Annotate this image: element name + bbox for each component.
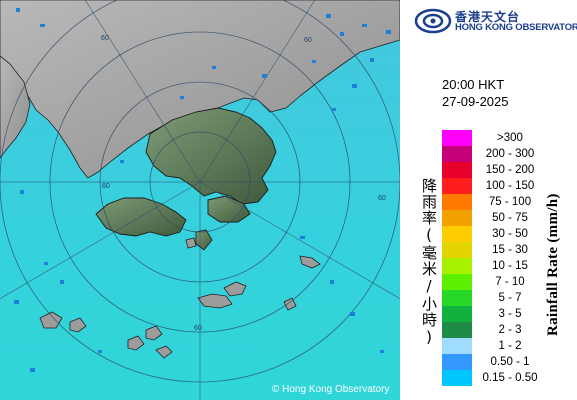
legend-band-label: 100 - 150 xyxy=(485,180,535,192)
legend-title-zh: 降雨率(毫米/小時) xyxy=(420,178,438,347)
org-name-zh: 香港天文台 xyxy=(455,10,521,24)
observation-date: 27-09-2025 xyxy=(442,94,509,109)
hong-kong-landmass xyxy=(145,107,277,205)
legend-band-label: 50 - 75 xyxy=(492,212,528,224)
legend-band-label: 3 - 5 xyxy=(498,308,522,320)
radar-map: 60 60 60 60 60 xyxy=(0,0,400,400)
range-label: 60 xyxy=(378,195,386,202)
legend-swatch xyxy=(442,322,472,338)
island xyxy=(185,237,197,249)
legend-swatch xyxy=(442,130,472,146)
island xyxy=(145,325,163,341)
legend-swatches xyxy=(442,130,472,386)
island xyxy=(69,317,87,333)
legend-swatch xyxy=(442,162,472,178)
island xyxy=(299,255,321,269)
legend-band-label: 1 - 2 xyxy=(498,340,522,352)
legend-band-label: 7 - 10 xyxy=(495,276,525,288)
range-label: 60 xyxy=(102,183,110,190)
legend-swatch xyxy=(442,258,472,274)
legend-swatch xyxy=(442,354,472,370)
island xyxy=(127,335,145,351)
range-spokes xyxy=(0,0,400,400)
legend-swatch xyxy=(442,242,472,258)
legend-band-label: 0.50 - 1 xyxy=(490,356,530,368)
legend-band-label: 200 - 300 xyxy=(485,148,535,160)
legend-labels: >300 200 - 300 150 - 200 100 - 150 75 - 100 5… xyxy=(475,130,545,386)
island xyxy=(283,297,297,311)
legend-band-label: 75 - 100 xyxy=(488,196,532,208)
legend-swatch xyxy=(442,226,472,242)
legend-title-en: Rainfall Rate (mm/h) xyxy=(545,193,561,337)
legend-swatch xyxy=(442,178,472,194)
legend-band-label: 150 - 200 xyxy=(485,164,535,176)
legend-swatch xyxy=(442,338,472,354)
legend-band-label: 0.15 - 0.50 xyxy=(482,372,538,384)
legend-swatch xyxy=(442,194,472,210)
island xyxy=(197,293,233,309)
radar-map-image: 60 60 60 60 60 xyxy=(0,0,400,400)
hko-logo-icon xyxy=(414,8,452,34)
legend-swatch xyxy=(442,146,472,162)
range-label: 60 xyxy=(194,325,202,332)
legend-swatch xyxy=(442,290,472,306)
copyright-notice: © Hong Kong Observatory xyxy=(272,384,390,395)
org-name-en: HONG KONG OBSERVATORY xyxy=(455,22,577,33)
observation-time: 20:00 HKT xyxy=(442,77,505,92)
legend-band-label: 2 - 3 xyxy=(498,324,522,336)
legend-band-label: 5 - 7 xyxy=(498,292,522,304)
range-label: 60 xyxy=(304,37,312,44)
range-label: 60 xyxy=(101,35,109,42)
island xyxy=(223,281,247,297)
hong-kong-island xyxy=(207,195,251,223)
legend-swatch xyxy=(442,370,472,386)
rain-echoes xyxy=(14,8,391,372)
island xyxy=(39,311,63,329)
legend-swatch xyxy=(442,274,472,290)
island xyxy=(155,345,173,359)
legend-panel xyxy=(400,0,577,400)
legend-band-label: 30 - 50 xyxy=(492,228,528,240)
legend-band-label: 15 - 30 xyxy=(492,244,528,256)
lantau-island xyxy=(95,197,187,237)
legend-swatch xyxy=(442,210,472,226)
legend-band-label: >300 xyxy=(497,132,523,144)
legend-band-label: 10 - 15 xyxy=(492,260,528,272)
legend-swatch xyxy=(442,306,472,322)
